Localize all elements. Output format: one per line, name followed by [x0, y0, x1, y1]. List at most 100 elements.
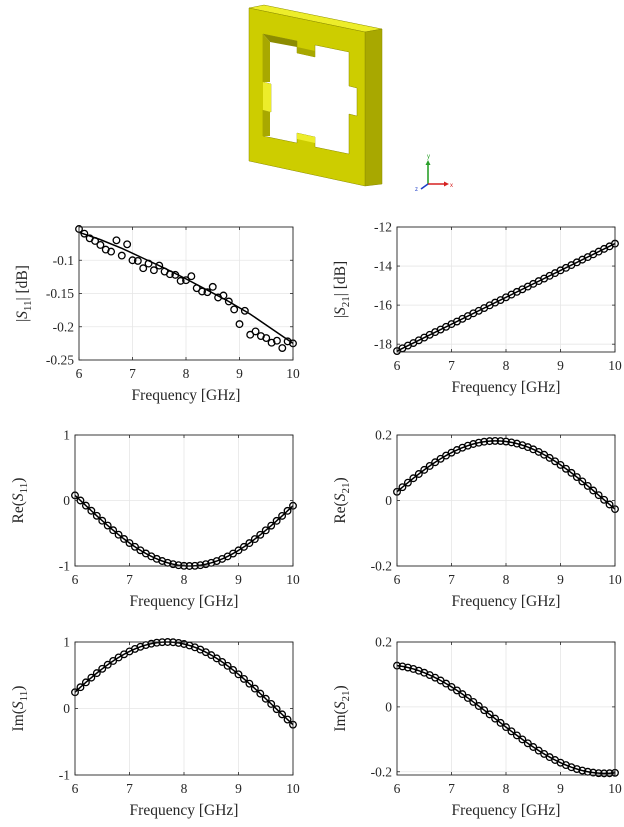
data-marker — [240, 306, 249, 315]
x-axis-label: Frequency [GHz] — [452, 593, 561, 610]
triad-z-axis — [420, 183, 429, 190]
y-tick-label: -12 — [374, 220, 392, 235]
x-tick-label: 8 — [503, 358, 510, 373]
coordinate-triad: y x z — [415, 154, 453, 193]
s11-imaginary-plot: 6 7 8 9 10 -1 0 1 Frequency [GHz] Im(S11) — [10, 635, 300, 820]
data-marker — [76, 683, 85, 692]
data-marker — [398, 662, 407, 671]
y-tick-label: 1 — [63, 635, 70, 650]
y-tick-label: -0.2 — [371, 559, 392, 574]
data-marker — [480, 706, 489, 715]
data-marker — [234, 670, 243, 679]
data-marker — [567, 468, 576, 477]
data-marker — [523, 739, 532, 748]
y-tick-label: 0.2 — [375, 635, 392, 650]
data-marker — [594, 769, 603, 778]
data-marker — [502, 723, 510, 732]
data-marker — [272, 705, 281, 714]
frame-inner-notch-left — [263, 82, 271, 112]
data-marker — [502, 437, 510, 446]
data-marker — [174, 638, 183, 647]
data-marker — [600, 495, 609, 504]
x-tick-label: 10 — [286, 366, 300, 381]
data-marker — [261, 694, 270, 703]
data-marker — [81, 501, 90, 510]
data-marker — [463, 441, 472, 450]
data-marker — [196, 561, 205, 570]
x-tick-label: 10 — [286, 781, 300, 796]
y-tick-label: -0.2 — [371, 764, 392, 779]
data-marker — [128, 256, 137, 265]
data-marker — [474, 702, 483, 710]
data-marker — [147, 639, 156, 648]
data-marker — [491, 436, 500, 445]
data-marker — [176, 276, 185, 285]
x-tick-label: 8 — [183, 366, 190, 381]
data-marker — [245, 679, 254, 688]
triad-x-arrow — [444, 181, 449, 187]
data-marker — [139, 264, 148, 273]
data-marker — [198, 287, 206, 296]
y-tick-label: -0.15 — [46, 286, 74, 301]
data-marker — [414, 470, 423, 478]
data-marker — [239, 674, 248, 683]
data-marker — [91, 237, 99, 245]
x-tick-label: 8 — [181, 781, 188, 796]
data-marker — [398, 483, 407, 492]
series-layer — [71, 638, 297, 729]
data-marker — [256, 689, 265, 698]
data-marker — [529, 743, 538, 751]
data-marker — [117, 251, 126, 260]
data-marker — [107, 247, 116, 256]
data-marker — [458, 690, 467, 699]
data-marker — [234, 546, 243, 555]
series-layer — [393, 436, 619, 514]
triad-z-label: z — [415, 187, 418, 193]
y-tick-label: -1 — [59, 768, 70, 783]
y-tick-label: -16 — [374, 298, 392, 313]
data-marker — [283, 715, 292, 724]
data-marker — [278, 511, 287, 520]
data-marker — [512, 731, 521, 740]
y-tick-label: 0 — [385, 699, 392, 714]
data-marker — [572, 765, 581, 773]
x-tick-label: 9 — [236, 366, 243, 381]
y-tick-label: -14 — [374, 259, 392, 274]
data-marker — [562, 464, 570, 473]
data-marker — [518, 735, 527, 744]
triad-x-label: x — [450, 183, 453, 189]
x-axis-label: Frequency [GHz] — [452, 802, 561, 819]
data-marker — [123, 240, 132, 249]
data-marker — [278, 710, 287, 719]
data-marker — [447, 682, 456, 691]
data-marker — [203, 288, 212, 297]
triad-y-arrow — [425, 160, 431, 165]
y-tick-label: 0 — [63, 493, 70, 508]
data-marker — [219, 291, 228, 300]
data-marker — [92, 511, 101, 520]
s11-real-plot: 6 7 8 9 10 -1 0 1 Frequency [GHz] Re(S11) — [10, 428, 300, 611]
y-tick-label: 0 — [385, 493, 392, 508]
data-marker — [485, 710, 494, 719]
data-marker — [223, 661, 232, 670]
data-marker — [174, 561, 183, 570]
data-marker — [278, 344, 287, 352]
data-marker — [572, 473, 581, 482]
data-marker — [96, 241, 105, 249]
data-marker — [169, 560, 178, 569]
data-marker — [261, 526, 270, 535]
data-marker — [120, 535, 128, 543]
x-tick-label: 9 — [235, 781, 242, 796]
data-marker — [589, 768, 598, 777]
data-marker — [230, 305, 239, 314]
data-marker — [208, 282, 217, 291]
data-marker — [103, 660, 112, 669]
x-tick-label: 7 — [129, 366, 136, 381]
data-marker — [453, 686, 461, 695]
data-marker — [485, 437, 494, 446]
data-marker — [250, 684, 259, 693]
y-tick-label: -1 — [59, 559, 70, 574]
x-tick-label: 9 — [235, 572, 242, 587]
x-axis-label: Frequency [GHz] — [130, 802, 239, 819]
x-tick-label: 7 — [126, 572, 133, 587]
